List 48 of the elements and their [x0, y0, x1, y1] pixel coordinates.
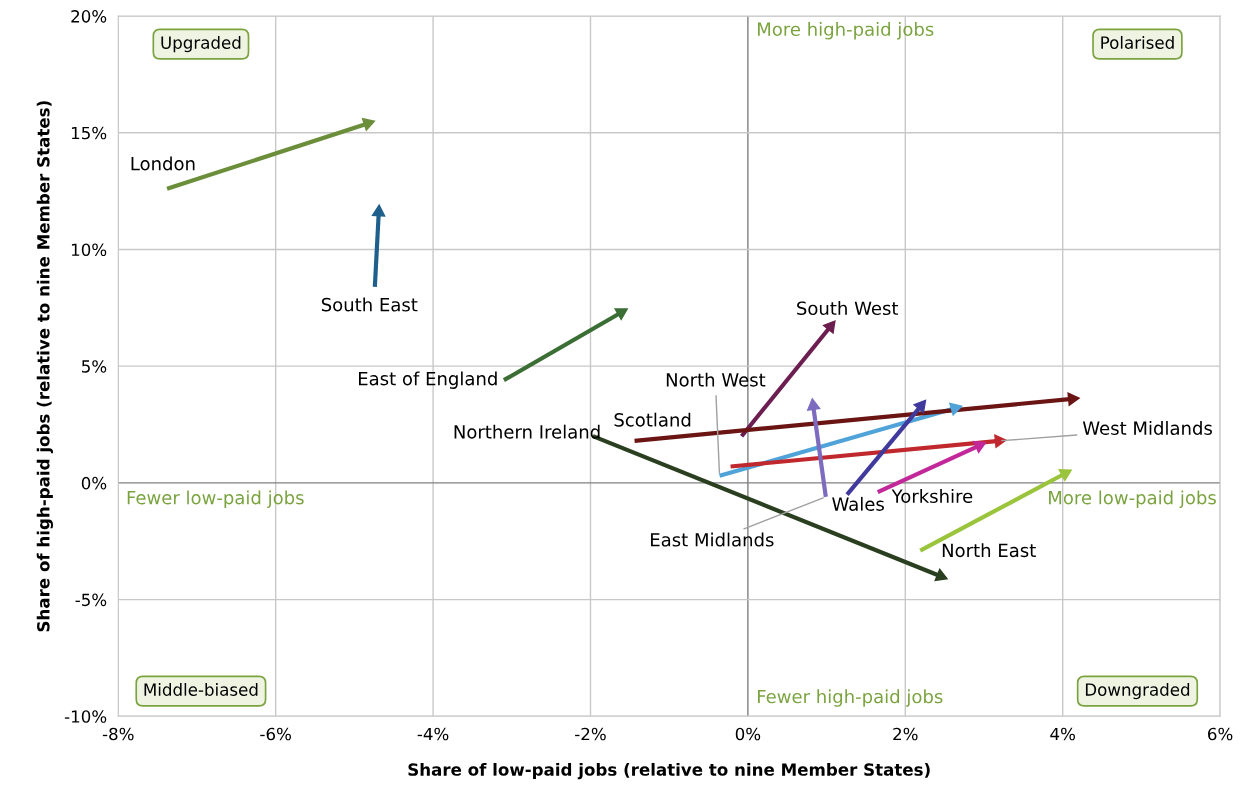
point [972, 440, 987, 454]
text: North West [666, 372, 766, 387]
y-tick-label: 0% [81, 476, 107, 490]
series-label: North East [942, 543, 1036, 558]
y-tick-label: -5% [75, 593, 107, 607]
y-tick-label: 20% [71, 10, 107, 23]
annotation: Fewer high-paid jobs [758, 689, 943, 707]
x-tick-label: 0% [735, 727, 761, 741]
x-tick-label: -2% [575, 727, 606, 741]
annotation: Fewer low-paid jobs [127, 490, 304, 508]
x-axis-title: Share of low-paid jobs (relative to nine Member States) [408, 762, 930, 780]
point [822, 320, 836, 334]
text: East Midlands [651, 532, 774, 547]
series-label: Scotland [614, 412, 691, 427]
annotation: Middle-biased [144, 683, 258, 696]
point [1058, 469, 1072, 482]
x-tick-label: -4% [417, 727, 449, 741]
y-axis-title: Share of high-paid jobs (relative to nine Member States) [36, 101, 53, 632]
annotation: More high-paid jobs [758, 22, 934, 40]
point [913, 399, 927, 414]
series-label: London [131, 156, 195, 171]
y-tick-label: -10% [64, 710, 107, 723]
point [1067, 392, 1080, 406]
x-tick-label: 6% [1208, 727, 1233, 741]
series-label: South West [797, 301, 899, 316]
y-tick-label: 15% [71, 126, 107, 140]
point [994, 434, 1007, 448]
annotation: Downgraded [1085, 683, 1190, 700]
annotation: Polarised [1101, 36, 1174, 49]
series-label: Yorkshire [891, 489, 973, 503]
x-tick-label: 2% [893, 727, 918, 741]
x-tick-label: 4% [1050, 727, 1075, 741]
series-label: South East [321, 297, 418, 312]
point [949, 402, 963, 416]
y-tick-label: 5% [82, 360, 107, 373]
x-tick-label: -8% [102, 727, 134, 741]
annotation: More low-paid jobs [1049, 490, 1216, 508]
point [934, 568, 948, 582]
annotation: Upgraded [161, 36, 241, 53]
x-tick-label: -6% [260, 727, 291, 741]
point [361, 118, 376, 131]
series-label: Wales [832, 496, 884, 511]
y-tick-label: 10% [71, 243, 107, 257]
series-label: Northern Ireland [454, 424, 600, 439]
point [807, 398, 821, 411]
series-label: East of England [358, 371, 497, 389]
point [614, 308, 628, 321]
text: West Midlands [1082, 421, 1212, 435]
